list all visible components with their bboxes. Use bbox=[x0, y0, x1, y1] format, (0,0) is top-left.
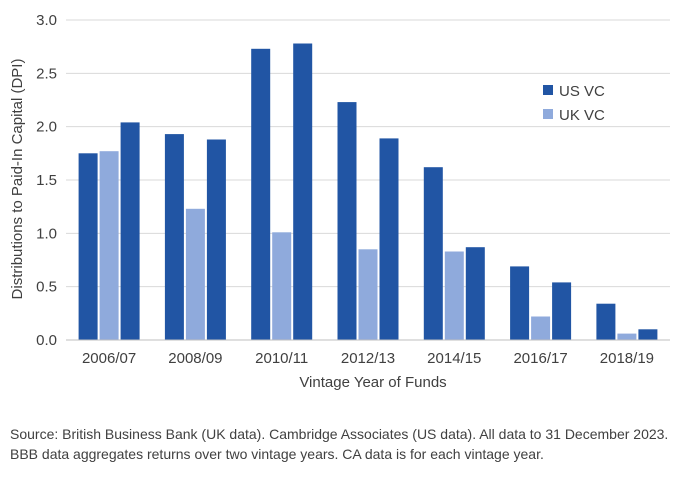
source-note: Source: British Business Bank (UK data).… bbox=[10, 426, 669, 462]
legend-label-us-vc: US VC bbox=[559, 83, 605, 100]
x-tick-label: 2010/11 bbox=[255, 350, 308, 367]
y-axis-title: Distributions to Paid-In Capital (DPI) bbox=[9, 59, 26, 300]
y-tick-label: 2.0 bbox=[36, 119, 57, 136]
bar-us-vc bbox=[251, 48, 271, 341]
bar-uk-vc bbox=[444, 251, 464, 340]
bar-us-vc bbox=[164, 134, 184, 340]
bar-us-vc bbox=[638, 329, 658, 340]
y-tick-label: 0.5 bbox=[36, 279, 57, 296]
bar-us-vc bbox=[552, 282, 572, 340]
bar-us-vc bbox=[206, 139, 226, 340]
y-axis-ticks: 0.0 0.5 1.0 1.5 2.0 2.5 3.0 bbox=[36, 12, 57, 349]
bar-us-vc bbox=[337, 102, 357, 340]
x-axis-title: Vintage Year of Funds bbox=[299, 374, 446, 391]
bar-us-vc bbox=[379, 138, 399, 340]
y-tick-label: 2.5 bbox=[36, 65, 57, 82]
y-tick-label: 0.0 bbox=[36, 332, 57, 349]
legend-label-uk-vc: UK VC bbox=[559, 107, 605, 124]
bar-us-vc bbox=[293, 43, 313, 340]
y-tick-label: 1.5 bbox=[36, 172, 57, 189]
bar-us-vc bbox=[78, 153, 98, 340]
x-tick-label: 2012/13 bbox=[341, 350, 395, 367]
bars bbox=[78, 43, 658, 341]
legend-swatch-uk-vc bbox=[543, 109, 553, 119]
dpi-bar-chart: 0.0 0.5 1.0 1.5 2.0 2.5 3.0 2006/07 2008/09 2010… bbox=[9, 12, 670, 391]
bar-us-vc bbox=[510, 266, 530, 340]
x-tick-label: 2006/07 bbox=[82, 350, 136, 367]
legend: US VC UK VC bbox=[543, 83, 605, 124]
bar-us-vc bbox=[423, 167, 443, 340]
bar-uk-vc bbox=[185, 208, 205, 340]
x-tick-label: 2018/19 bbox=[600, 350, 654, 367]
bar-uk-vc bbox=[531, 316, 551, 340]
bar-uk-vc bbox=[617, 333, 637, 340]
gridlines bbox=[66, 19, 670, 288]
bar-uk-vc bbox=[358, 249, 378, 340]
x-axis-ticks: 2006/07 2008/09 2010/11 2012/13 2014/15 2016/… bbox=[82, 350, 654, 367]
bar-uk-vc bbox=[99, 151, 119, 340]
x-tick-label: 2016/17 bbox=[513, 350, 567, 367]
bar-us-vc bbox=[120, 122, 140, 341]
y-tick-label: 1.0 bbox=[36, 225, 57, 242]
bar-us-vc bbox=[596, 303, 616, 340]
legend-swatch-us-vc bbox=[543, 85, 553, 95]
x-tick-label: 2008/09 bbox=[168, 350, 222, 367]
y-tick-label: 3.0 bbox=[36, 12, 57, 29]
bar-us-vc bbox=[465, 247, 485, 340]
bar-uk-vc bbox=[272, 232, 292, 340]
x-tick-label: 2014/15 bbox=[427, 350, 481, 367]
